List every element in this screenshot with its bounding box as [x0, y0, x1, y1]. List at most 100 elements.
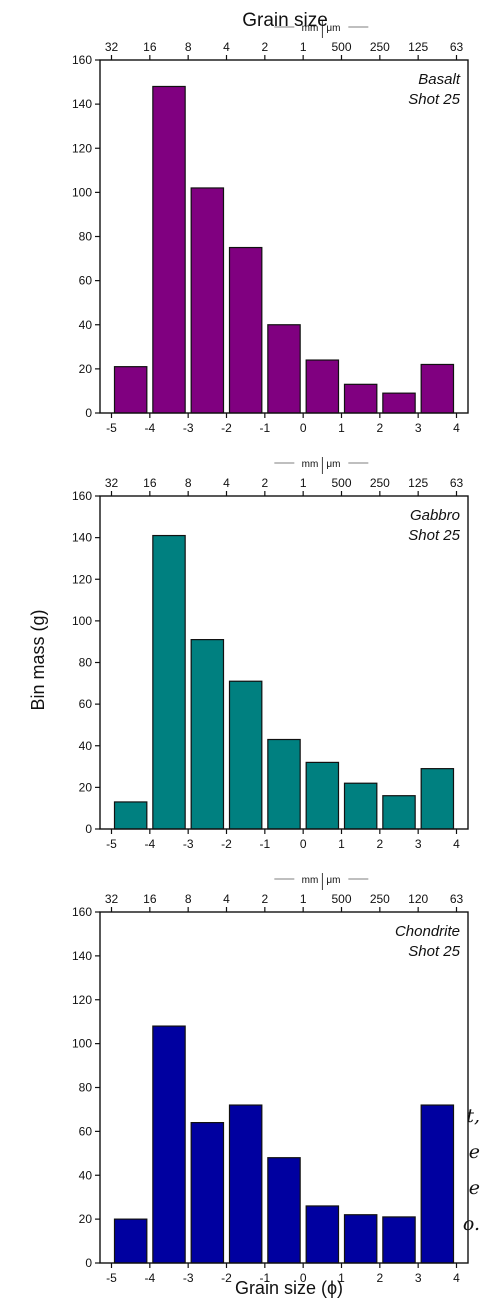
- x-tick-label: -5: [106, 421, 117, 435]
- x-tick-label: -5: [106, 837, 117, 851]
- x-tick-label: 4: [453, 1271, 460, 1285]
- x-tick-label: 2: [376, 1271, 383, 1285]
- x-tick-label: -2: [221, 837, 232, 851]
- top-tick-label: 125: [408, 476, 428, 490]
- side-note-line: t,: [466, 1105, 480, 1127]
- bar: [113, 801, 148, 830]
- y-tick-label: 100: [72, 185, 92, 199]
- x-tick-label: -1: [259, 1271, 270, 1285]
- y-tick-label: 160: [72, 489, 92, 503]
- x-tick-label: -4: [144, 421, 155, 435]
- top-tick-label: 120: [408, 892, 428, 906]
- x-tick-label: 3: [415, 837, 422, 851]
- x-tick-label: 1: [338, 837, 345, 851]
- x-tick-label: 0: [300, 1271, 307, 1285]
- bar: [190, 639, 225, 830]
- y-tick-label: 100: [72, 1037, 92, 1051]
- y-tick-label: 140: [72, 949, 92, 963]
- top-tick-label: 2: [261, 40, 268, 54]
- bar: [228, 1104, 263, 1264]
- figure-xlabel: Grain size (ϕ): [235, 1278, 343, 1298]
- um-unit-label: μm: [326, 459, 340, 470]
- panel-annotation: Shot 25: [408, 527, 460, 544]
- x-tick-label: -5: [106, 1271, 117, 1285]
- y-tick-label: 20: [79, 1212, 93, 1226]
- top-tick-label: 16: [143, 40, 157, 54]
- y-tick-label: 80: [79, 230, 93, 244]
- top-tick-label: 63: [450, 476, 464, 490]
- y-tick-label: 40: [79, 739, 93, 753]
- bar: [267, 738, 301, 830]
- mm-unit-label: mm: [302, 23, 319, 34]
- side-note-line: e: [468, 1141, 480, 1163]
- figure-top-title: Grain size: [242, 10, 328, 31]
- bar: [420, 768, 455, 830]
- panel-annotation: Shot 25: [408, 91, 460, 108]
- top-tick-label: 1: [300, 476, 307, 490]
- top-tick-label: 63: [450, 892, 464, 906]
- y-tick-label: 80: [79, 656, 93, 670]
- bar: [343, 1214, 378, 1264]
- x-tick-label: 4: [453, 837, 460, 851]
- y-tick-label: 60: [79, 1124, 93, 1138]
- top-tick-label: 1: [300, 892, 307, 906]
- mm-unit-label: mm: [302, 875, 319, 886]
- um-unit-label: μm: [326, 23, 340, 34]
- top-tick-label: 125: [408, 40, 428, 54]
- x-tick-label: -3: [183, 1271, 194, 1285]
- bar: [190, 187, 225, 414]
- bar: [228, 246, 263, 414]
- top-tick-label: 16: [143, 476, 157, 490]
- top-tick-label: 250: [370, 40, 390, 54]
- panel-annotation: Basalt: [418, 71, 461, 88]
- top-tick-label: 500: [331, 476, 351, 490]
- x-tick-label: 2: [376, 837, 383, 851]
- figure-ylabel: Bin mass (g): [28, 609, 48, 710]
- x-tick-label: -1: [259, 421, 270, 435]
- bar: [152, 85, 186, 414]
- top-tick-label: 8: [185, 476, 192, 490]
- bar: [420, 363, 455, 414]
- x-tick-label: -2: [221, 1271, 232, 1285]
- y-tick-label: 0: [85, 406, 92, 420]
- y-tick-label: 80: [79, 1081, 93, 1095]
- bar: [267, 324, 301, 414]
- bar: [305, 359, 340, 414]
- panel-annotation: Shot 25: [408, 943, 460, 960]
- y-tick-label: 160: [72, 905, 92, 919]
- y-tick-label: 60: [79, 697, 93, 711]
- bar: [190, 1121, 225, 1264]
- top-tick-label: 4: [223, 40, 230, 54]
- top-tick-label: 8: [185, 892, 192, 906]
- y-tick-label: 20: [79, 362, 93, 376]
- x-tick-label: 3: [415, 1271, 422, 1285]
- x-tick-label: 1: [338, 1271, 345, 1285]
- y-tick-label: 0: [85, 822, 92, 836]
- y-tick-label: 140: [72, 97, 92, 111]
- side-note-fragment: t, e e o.: [370, 1098, 480, 1242]
- bar: [113, 1218, 148, 1264]
- bar: [382, 392, 416, 414]
- bar: [382, 1216, 416, 1264]
- top-tick-label: 4: [223, 892, 230, 906]
- y-tick-label: 120: [72, 572, 92, 586]
- y-tick-label: 160: [72, 53, 92, 67]
- top-tick-label: 500: [331, 892, 351, 906]
- x-tick-label: 1: [338, 421, 345, 435]
- mm-unit-label: mm: [302, 459, 319, 470]
- y-tick-label: 120: [72, 993, 92, 1007]
- top-tick-label: 250: [370, 892, 390, 906]
- bar: [113, 366, 148, 414]
- top-tick-label: 2: [261, 476, 268, 490]
- top-tick-label: 500: [331, 40, 351, 54]
- bar: [305, 761, 340, 830]
- top-tick-label: 32: [105, 476, 119, 490]
- x-tick-label: -4: [144, 1271, 155, 1285]
- um-unit-label: μm: [326, 875, 340, 886]
- y-tick-label: 60: [79, 274, 93, 288]
- side-note-line: o.: [462, 1213, 480, 1235]
- x-tick-label: 3: [415, 421, 422, 435]
